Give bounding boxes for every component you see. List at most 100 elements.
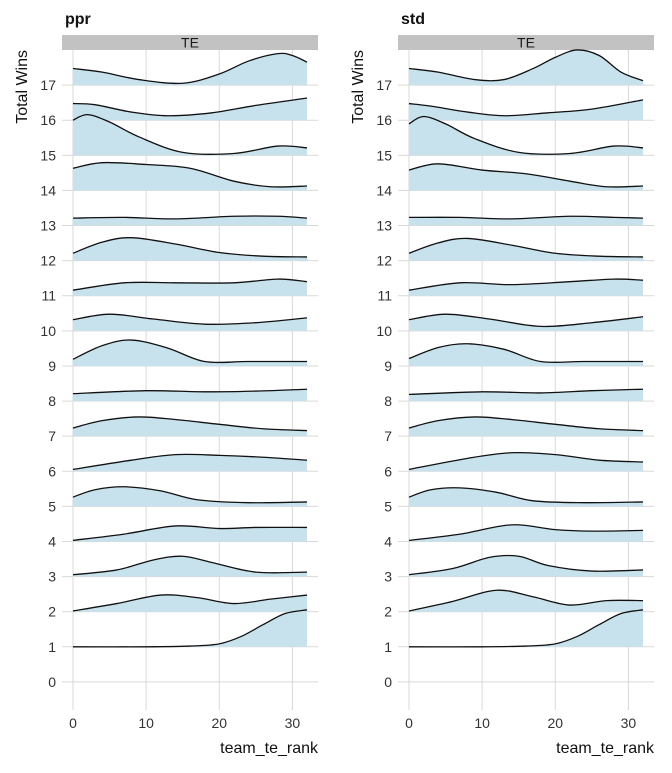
x-tick-label: 10 [138, 715, 154, 731]
ridge-area-wins-5 [408, 487, 644, 507]
y-tick-label: 10 [40, 323, 56, 339]
ridge-line-wins-9 [408, 343, 644, 364]
y-tick-label: 8 [384, 393, 392, 409]
ridge-line-wins-3 [408, 554, 644, 576]
ridge-area-wins-8 [408, 389, 644, 402]
y-tick-label: 7 [48, 428, 56, 444]
ridge-line-wins-4 [72, 525, 308, 542]
x-tick-label: 0 [69, 715, 77, 731]
y-axis-title: Total Wins [350, 50, 367, 124]
ridge-area-wins-13 [408, 216, 644, 226]
ridge-area-wins-16 [72, 98, 308, 121]
y-tick-label: 0 [384, 674, 392, 690]
y-tick-label: 15 [40, 147, 56, 163]
y-tick-label: 3 [48, 569, 56, 585]
y-tick-label: 5 [384, 498, 392, 514]
y-tick-label: 5 [48, 498, 56, 514]
ridge-area-wins-5 [72, 486, 308, 507]
x-axis-title: team_te_rank [556, 740, 655, 757]
y-tick-label: 13 [376, 218, 392, 234]
ridge-area-wins-11 [408, 279, 644, 296]
ridge-area-wins-9 [408, 343, 644, 366]
y-tick-label: 7 [384, 428, 392, 444]
ridge-line-wins-7 [72, 416, 308, 432]
y-tick-label: 17 [376, 77, 392, 93]
y-axis-title: Total Wins [14, 50, 31, 124]
ridge-area-wins-16 [408, 99, 644, 121]
ridge-area-wins-13 [72, 216, 308, 226]
x-tick-label: 0 [405, 715, 413, 731]
ridge-area-wins-7 [408, 416, 644, 437]
ridge-area-wins-1 [72, 609, 308, 647]
ridge-line-wins-15 [408, 115, 644, 155]
y-tick-label: 9 [384, 358, 392, 374]
ridge-line-wins-12 [72, 237, 308, 258]
ridge-area-wins-17 [72, 53, 308, 86]
y-tick-label: 1 [48, 639, 56, 655]
ridge-line-wins-17 [72, 52, 308, 85]
panel-title: std [401, 11, 425, 28]
y-tick-label: 4 [384, 533, 392, 549]
ridge-area-wins-17 [408, 49, 644, 86]
ridge-area-wins-11 [72, 279, 308, 296]
y-tick-label: 2 [384, 604, 392, 620]
y-tick-label: 11 [377, 288, 392, 304]
ridge-area-wins-4 [408, 524, 644, 542]
ridge-line-wins-4 [408, 524, 644, 542]
ridge-area-wins-7 [72, 416, 308, 437]
ridge-area-wins-2 [72, 594, 308, 612]
y-tick-label: 15 [376, 147, 392, 163]
ridge-area-wins-10 [408, 314, 644, 331]
ridge-area-wins-4 [72, 525, 308, 542]
ridge-area-wins-8 [72, 389, 308, 402]
y-tick-label: 16 [40, 112, 56, 128]
ridge-line-wins-14 [72, 161, 308, 188]
ridge-area-wins-12 [72, 237, 308, 261]
y-tick-label: 14 [40, 182, 56, 198]
y-tick-label: 0 [48, 674, 56, 690]
ridge-line-wins-10 [72, 313, 308, 326]
x-tick-label: 30 [621, 715, 637, 731]
ridge-area-wins-15 [72, 114, 308, 156]
ridge-line-wins-16 [408, 99, 644, 117]
panel-title: ppr [65, 11, 91, 28]
y-tick-label: 6 [384, 463, 392, 479]
y-tick-label: 17 [40, 77, 56, 93]
y-tick-label: 3 [384, 569, 392, 585]
ridge-line-wins-8 [408, 388, 644, 396]
ridge-line-wins-15 [72, 113, 308, 155]
ridge-line-wins-16 [72, 97, 308, 117]
facet-strip-label: TE [181, 35, 199, 51]
x-tick-label: 20 [211, 715, 227, 731]
x-tick-label: 20 [547, 715, 563, 731]
x-axis-title: team_te_rank [220, 740, 319, 757]
ridge-area-wins-10 [72, 314, 308, 331]
ridge-line-wins-2 [408, 589, 644, 612]
facet-strip-label: TE [517, 35, 535, 51]
ridge-line-wins-1 [72, 609, 308, 648]
y-tick-label: 2 [48, 604, 56, 620]
ridge-area-wins-6 [72, 454, 308, 472]
y-tick-label: 14 [376, 182, 392, 198]
ridge-area-wins-15 [408, 116, 644, 156]
ridge-line-wins-1 [408, 609, 644, 648]
y-tick-label: 9 [48, 358, 56, 374]
y-tick-label: 12 [376, 253, 392, 269]
ridge-line-wins-6 [72, 453, 308, 471]
ridge-line-wins-10 [408, 313, 644, 328]
y-tick-label: 12 [40, 253, 56, 269]
y-tick-label: 11 [41, 288, 56, 304]
y-tick-label: 4 [48, 533, 56, 549]
x-tick-label: 10 [474, 715, 490, 731]
ridge-line-wins-11 [72, 278, 308, 291]
y-tick-label: 13 [40, 218, 56, 234]
ridge-area-wins-2 [408, 590, 644, 612]
ridge-area-wins-6 [408, 452, 644, 472]
ridge-line-wins-7 [408, 416, 644, 432]
ridge-line-wins-11 [408, 278, 644, 291]
ridge-line-wins-8 [72, 388, 308, 395]
ridge-area-wins-12 [408, 238, 644, 261]
ridge-line-wins-14 [408, 163, 644, 188]
